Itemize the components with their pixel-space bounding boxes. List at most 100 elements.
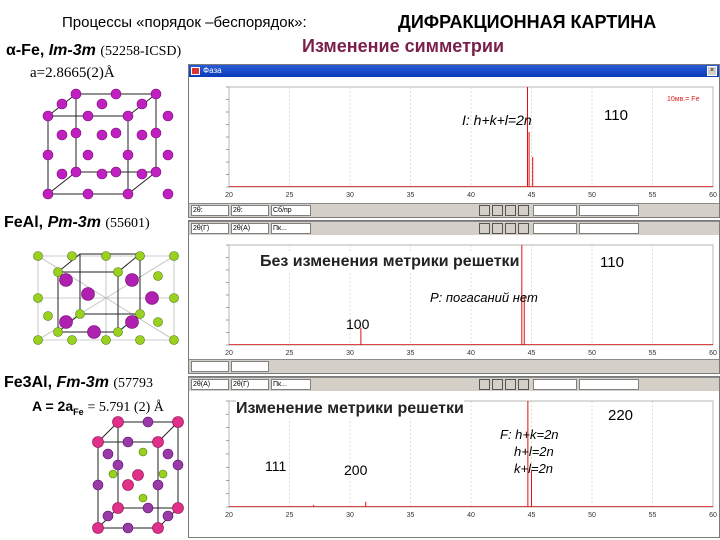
status-field-5 bbox=[579, 223, 639, 234]
x-tick-label: 20 bbox=[225, 350, 233, 357]
status-field-2: 2θ(Г) bbox=[231, 379, 269, 390]
x-tick-label: 40 bbox=[467, 512, 475, 519]
diffraction-window-1: Фаза × 2θ: 2θ: Сб/пр 20 25 30 35 40 45 50 55 60 … bbox=[188, 64, 720, 218]
structure-1-space-group: Im-3m bbox=[48, 42, 96, 59]
structure-1-lattice: a=2.8665(2)Å bbox=[30, 65, 115, 81]
status-field-4 bbox=[533, 223, 577, 234]
peak-label-200: 200 bbox=[344, 462, 368, 478]
status-button-3[interactable] bbox=[505, 205, 516, 216]
window-1-statusbar: 2θ: 2θ: Сб/пр bbox=[189, 203, 719, 217]
status-button-1[interactable] bbox=[479, 379, 490, 390]
status-button-4[interactable] bbox=[518, 205, 529, 216]
status-button-1[interactable] bbox=[479, 223, 490, 234]
x-tick-label: 20 bbox=[225, 192, 233, 199]
subtitle: Изменение симметрии bbox=[302, 36, 505, 56]
status-field-5 bbox=[579, 379, 639, 390]
window-close-button[interactable]: × bbox=[707, 66, 717, 76]
x-tick-label: 35 bbox=[407, 350, 415, 357]
status-field-2: 2θ(А) bbox=[231, 223, 269, 234]
status-field-3: Пк... bbox=[271, 223, 311, 234]
x-tick-label: 25 bbox=[286, 512, 294, 519]
x-tick-label: 45 bbox=[528, 192, 536, 199]
x-tick-label: 30 bbox=[346, 350, 354, 357]
x-tick-label: 50 bbox=[588, 512, 596, 519]
x-tick-label: 45 bbox=[528, 350, 536, 357]
status-button-4[interactable] bbox=[518, 223, 529, 234]
x-tick-label: 55 bbox=[649, 350, 657, 357]
annotation-2-main: Без изменения метрики решетки bbox=[260, 253, 520, 271]
x-tick-label: 40 bbox=[467, 350, 475, 357]
status-field-6 bbox=[191, 361, 229, 372]
lattice-sub: Fe bbox=[73, 406, 84, 417]
structure-3-icsd: (57793 bbox=[113, 376, 154, 391]
window-3-statusbar-top: 2θ(А) 2θ(Г) Пк... bbox=[189, 377, 719, 391]
status-field-2: 2θ: bbox=[231, 205, 269, 216]
peak-label-111: 111 bbox=[265, 458, 287, 474]
right-title: ДИФРАКЦИОННАЯ КАРТИНА bbox=[398, 12, 657, 32]
x-tick-label: 45 bbox=[528, 512, 536, 519]
crystal-feal bbox=[33, 251, 179, 345]
x-tick-label: 55 bbox=[649, 512, 657, 519]
lattice-prefix: A = 2a bbox=[32, 398, 74, 414]
structure-3-name: Fe3Al, bbox=[4, 374, 53, 391]
x-tick-label: 60 bbox=[709, 512, 717, 519]
status-field-7 bbox=[231, 361, 269, 372]
status-field-4 bbox=[533, 379, 577, 390]
x-tick-label: 40 bbox=[467, 192, 475, 199]
structure-3-space-group: Fm-3m bbox=[56, 374, 109, 391]
status-button-1[interactable] bbox=[479, 205, 490, 216]
window-1-legend: 10мв.= Fe bbox=[667, 96, 700, 103]
x-tick-label: 35 bbox=[407, 192, 415, 199]
structure-2-label: FeAl, Pm-3m (55601) bbox=[4, 214, 150, 232]
peak-label-110-mid: 110 bbox=[600, 254, 624, 271]
rule-2: h+l=2n bbox=[514, 444, 554, 459]
window-2-statusbar bbox=[189, 359, 719, 373]
x-tick-label: 25 bbox=[286, 350, 294, 357]
x-tick-label: 50 bbox=[588, 192, 596, 199]
x-tick-label: 55 bbox=[649, 192, 657, 199]
status-button-2[interactable] bbox=[492, 379, 503, 390]
status-field-1: 2θ(Г) bbox=[191, 223, 229, 234]
status-button-2[interactable] bbox=[492, 205, 503, 216]
status-button-3[interactable] bbox=[505, 379, 516, 390]
crystal-fe3al bbox=[92, 416, 184, 534]
rule-1: F: h+k=2n bbox=[500, 427, 559, 442]
status-field-5 bbox=[579, 205, 639, 216]
rule-3: k+l=2n bbox=[514, 461, 554, 476]
x-tick-label: 60 bbox=[709, 350, 717, 357]
x-tick-label: 25 bbox=[286, 192, 294, 199]
structure-2-name: FeAl, bbox=[4, 214, 44, 231]
structure-3-lattice: A = 2aFe = 5.791 (2) Å bbox=[32, 398, 164, 417]
x-tick-label: 30 bbox=[346, 512, 354, 519]
lattice-suffix: = 5.791 (2) Å bbox=[87, 400, 164, 415]
status-field-3: Сб/пр bbox=[271, 205, 311, 216]
annotation-2-sub: P: погасаний нет bbox=[430, 290, 538, 305]
status-field-1: 2θ(А) bbox=[191, 379, 229, 390]
annotation-1: I: h+k+l=2n bbox=[462, 112, 532, 128]
diffraction-chart-3: 20 25 30 35 40 45 50 55 60 bbox=[225, 400, 717, 519]
structure-3-label: Fe3Al, Fm-3m (57793 bbox=[4, 374, 153, 392]
peak-label-100: 100 bbox=[346, 316, 370, 332]
status-button-2[interactable] bbox=[492, 223, 503, 234]
peak-label-110-top: 110 bbox=[604, 107, 628, 124]
structure-2-space-group: Pm-3m bbox=[47, 214, 101, 231]
status-field-1: 2θ: bbox=[191, 205, 229, 216]
annotation-3-main: Изменение метрики решетки bbox=[236, 400, 464, 418]
app-icon bbox=[191, 67, 200, 75]
structure-2-icsd: (55601) bbox=[105, 216, 150, 231]
left-title: Процессы «порядок –беспорядок»: bbox=[62, 14, 307, 31]
structure-1-icsd: (52258-ICSD) bbox=[100, 44, 182, 59]
x-tick-label: 30 bbox=[346, 192, 354, 199]
status-button-4[interactable] bbox=[518, 379, 529, 390]
x-tick-label: 35 bbox=[407, 512, 415, 519]
status-field-3: Пк... bbox=[271, 379, 311, 390]
peak-label-220: 220 bbox=[608, 407, 634, 424]
window-1-titlebar: Фаза × bbox=[189, 65, 719, 77]
crystal-alpha-fe bbox=[42, 88, 174, 200]
x-tick-label: 50 bbox=[588, 350, 596, 357]
status-field-4 bbox=[533, 205, 577, 216]
window-1-title: Фаза bbox=[203, 66, 222, 75]
x-tick-label: 60 bbox=[709, 192, 717, 199]
status-button-3[interactable] bbox=[505, 223, 516, 234]
window-2-statusbar-top: 2θ(Г) 2θ(А) Пк... bbox=[189, 221, 719, 235]
